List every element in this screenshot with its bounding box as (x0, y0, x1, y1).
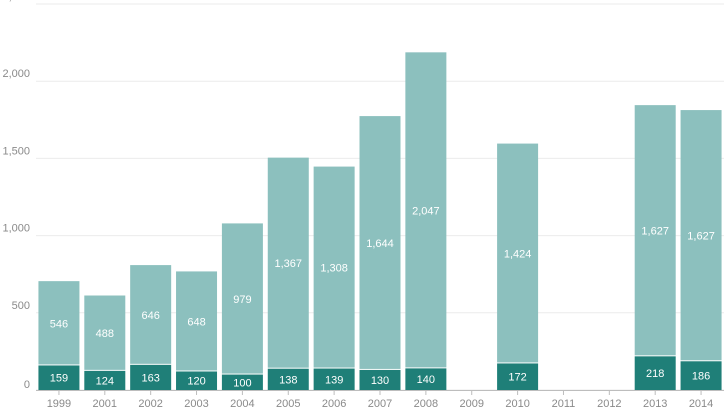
bar-value-label-bottom: 120 (187, 376, 205, 388)
bar-segment-bottom (359, 369, 401, 390)
x-tick-label: 2001 (93, 398, 117, 408)
bar-value-label-bottom: 218 (646, 368, 664, 380)
bar-segment-top (221, 223, 263, 374)
bar-segment-top (634, 105, 676, 356)
x-tick-label: 2012 (597, 398, 621, 408)
x-tick-label: 2005 (276, 398, 300, 408)
bar-segment-bottom (267, 368, 309, 390)
bar-value-label-bottom: 130 (371, 375, 389, 387)
x-tick-label: 2004 (230, 398, 254, 408)
bar-value-label-bottom: 100 (233, 377, 251, 389)
bar-value-label-bottom: 138 (279, 374, 297, 386)
bar-value-label-bottom: 140 (417, 374, 435, 386)
bar-segment-bottom (497, 363, 539, 390)
bar-value-label-bottom: 186 (692, 371, 710, 383)
x-tick-label: 2008 (414, 398, 438, 408)
y-tick-label: 1,000 (2, 223, 30, 235)
x-tick-label: 2006 (322, 398, 346, 408)
bar-value-label-top: 1,644 (366, 238, 394, 250)
x-tick-label: 2009 (459, 398, 483, 408)
bar-value-label-top: 648 (187, 316, 205, 328)
bar-segment-top (130, 265, 172, 364)
x-tick-label: 2014 (689, 398, 713, 408)
bar-value-label-top: 1,627 (687, 231, 715, 243)
bar-segment-top (405, 52, 447, 368)
bar-segment-bottom (313, 368, 355, 390)
y-tick-label: 2,500 (2, 0, 30, 3)
bar-value-label-top: 488 (96, 328, 114, 340)
bar-value-label-bottom: 139 (325, 374, 343, 386)
bar-segment-top (497, 143, 539, 363)
bar-value-label-top: 646 (141, 310, 159, 322)
x-tick-label: 2007 (368, 398, 392, 408)
bar-segment-bottom (221, 374, 263, 390)
y-tick-label: 2,000 (2, 68, 30, 80)
bar-segment-bottom (130, 364, 172, 390)
x-tick-label: 2011 (552, 398, 576, 408)
bar-value-label-bottom: 124 (96, 375, 114, 387)
bar-value-label-top: 546 (50, 318, 68, 330)
bar-segment-top (267, 157, 309, 368)
x-tick-label: 2003 (184, 398, 208, 408)
bar-segment-top (313, 166, 355, 368)
bars: 159 546 124 488 163 646 120 648 100 979 138 1,367 13… (38, 52, 722, 390)
bar-segment-bottom (405, 368, 447, 390)
bar-value-label-bottom: 163 (141, 372, 159, 384)
bar-segment-bottom (84, 370, 126, 390)
y-tick-label: 500 (12, 300, 30, 312)
bar-segment-bottom (680, 361, 722, 390)
bar-value-label-top: 979 (233, 294, 251, 306)
bar-segment-top (680, 110, 722, 361)
bar-value-label-top: 1,308 (320, 263, 348, 275)
bar-segment-top (38, 281, 80, 365)
bar-value-label-bottom: 172 (508, 372, 526, 384)
bar-value-label-top: 2,047 (412, 205, 440, 217)
bar-value-label-bottom: 159 (50, 373, 68, 385)
y-tick-label: 0 (24, 379, 30, 391)
bar-segment-bottom (176, 371, 218, 390)
bar-segment-bottom (38, 365, 80, 390)
x-tick-label: 2010 (505, 398, 529, 408)
x-tick-label: 1999 (47, 398, 71, 408)
x-tick-label: 2002 (138, 398, 162, 408)
bar-segment-top (176, 271, 218, 371)
bar-value-label-top: 1,424 (504, 249, 532, 261)
bar-segment-top (359, 116, 401, 369)
bar-value-label-top: 1,367 (275, 258, 303, 270)
y-tick-label: 1,500 (2, 145, 30, 157)
bar-value-label-top: 1,627 (641, 226, 669, 238)
bar-segment-top (84, 295, 126, 370)
x-tick-label: 2013 (643, 398, 667, 408)
bar-segment-bottom (634, 356, 676, 390)
